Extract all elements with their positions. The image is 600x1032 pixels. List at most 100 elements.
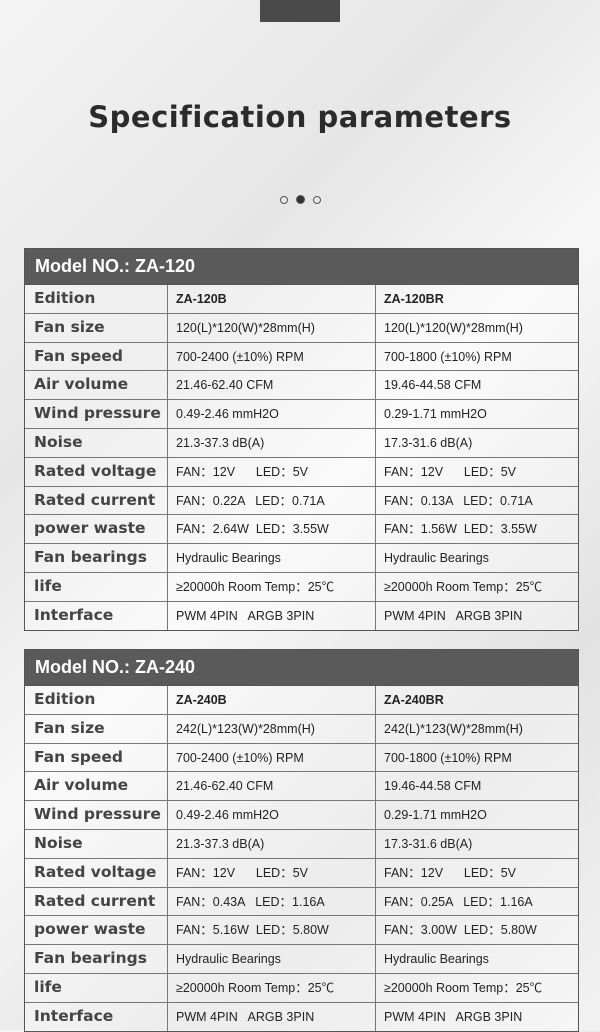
row-label: Air volume bbox=[25, 371, 168, 400]
row-label: Noise bbox=[25, 428, 168, 457]
cell-value: FAN：5.16W LED：5.80W bbox=[168, 916, 376, 945]
row-label: Rated current bbox=[25, 887, 168, 916]
row-label: Fan speed bbox=[25, 743, 168, 772]
table-row: Fan bearings Hydraulic Bearings Hydraulic … bbox=[25, 544, 578, 573]
cell-value: FAN：0.43A LED：1.16A bbox=[168, 887, 376, 916]
cell-value: ≥20000h Room Temp：25℃ bbox=[168, 572, 376, 601]
cell-value: PWM 4PIN ARGB 3PIN bbox=[168, 601, 376, 630]
row-label: Edition bbox=[25, 285, 168, 313]
table-row: Fan size 242(L)*123(W)*28mm(H) 242(L)*123(… bbox=[25, 714, 578, 744]
table-row: Wind pressure 0.49-2.46 mmH2O 0.29-1.71 mm… bbox=[25, 400, 578, 429]
carousel-dot[interactable] bbox=[279, 195, 288, 204]
row-label: Interface bbox=[25, 601, 168, 630]
spec-table-za-240: Model NO.: ZA-240 Edition ZA-240B ZA-240BR… bbox=[24, 649, 579, 1032]
cell-value: 700-1800 (±10%) RPM bbox=[384, 750, 512, 765]
table-row: Fan speed 700-2400 (±10%) RPM 700-1800 (±1… bbox=[25, 743, 578, 773]
row-label: Air volume bbox=[25, 772, 168, 801]
cell-value: 242(L)*123(W)*28mm(H) bbox=[384, 721, 523, 736]
row-label: Wind pressure bbox=[25, 400, 168, 428]
cell-value: PWM 4PIN ARGB 3PIN bbox=[384, 608, 523, 623]
carousel-dot[interactable] bbox=[312, 195, 321, 204]
cell-value: FAN：2.64W LED：3.55W bbox=[168, 515, 376, 544]
cell-value: 21.3-37.3 dB(A) bbox=[168, 829, 376, 858]
row-label: life bbox=[25, 572, 168, 601]
top-bar bbox=[260, 0, 340, 22]
table-row: power waste FAN：5.16W LED：5.80W FAN：3.00W … bbox=[25, 916, 578, 946]
row-label: Noise bbox=[25, 829, 168, 858]
cell-value: 120(L)*120(W)*28mm(H) bbox=[168, 313, 376, 342]
row-label: Fan bearings bbox=[25, 544, 168, 572]
cell-value: 700-1800 (±10%) RPM bbox=[384, 349, 512, 364]
cell-value: 19.46-44.58 CFM bbox=[384, 378, 482, 393]
cell-value: Hydraulic Bearings bbox=[384, 952, 489, 967]
row-label: Interface bbox=[25, 1002, 168, 1031]
cell-value: 0.49-2.46 mmH2O bbox=[168, 801, 376, 829]
row-label: Fan speed bbox=[25, 342, 168, 371]
row-label: Fan bearings bbox=[25, 945, 168, 973]
table-row: Rated voltage FAN：12V LED：5V FAN：12V LED：5… bbox=[25, 858, 578, 888]
table-row: life ≥20000h Room Temp：25℃ ≥20000h Room Te… bbox=[25, 572, 578, 602]
row-label: Rated voltage bbox=[25, 457, 168, 486]
row-label: power waste bbox=[25, 916, 168, 945]
cell-value: FAN：12V LED：5V bbox=[168, 457, 376, 486]
cell-value: FAN：12V LED：5V bbox=[384, 464, 516, 479]
cell-value: Hydraulic Bearings bbox=[168, 544, 376, 572]
table-row: Rated current FAN：0.43A LED：1.16A FAN：0.25… bbox=[25, 887, 578, 917]
page-title: Specification parameters bbox=[88, 100, 512, 134]
cell-value: 242(L)*123(W)*28mm(H) bbox=[168, 714, 376, 743]
row-label: Fan size bbox=[25, 313, 168, 342]
table-row: Edition ZA-120B ZA-120BR bbox=[25, 285, 578, 314]
table-row: Noise 21.3-37.3 dB(A) 17.3-31.6 dB(A) bbox=[25, 428, 578, 458]
cell-value: 0.29-1.71 mmH2O bbox=[384, 407, 487, 422]
cell-value: PWM 4PIN ARGB 3PIN bbox=[384, 1009, 523, 1024]
table-row: Air volume 21.46-62.40 CFM 19.46-44.58 CFM bbox=[25, 772, 578, 802]
cell-value: 17.3-31.6 dB(A) bbox=[384, 435, 473, 450]
carousel-dots bbox=[0, 191, 600, 209]
table-row: Noise 21.3-37.3 dB(A) 17.3-31.6 dB(A) bbox=[25, 829, 578, 859]
cell-value: FAN：0.22A LED：0.71A bbox=[168, 486, 376, 515]
cell-value: Hydraulic Bearings bbox=[168, 945, 376, 973]
cell-value: ZA-120BR bbox=[384, 292, 444, 306]
cell-value: ≥20000h Room Temp：25℃ bbox=[384, 980, 543, 995]
cell-value: Hydraulic Bearings bbox=[384, 551, 489, 566]
table-row: Rated voltage FAN：12V LED：5V FAN：12V LED：5… bbox=[25, 457, 578, 487]
cell-value: FAN：0.25A LED：1.16A bbox=[384, 894, 533, 909]
row-label: Rated current bbox=[25, 486, 168, 515]
cell-value: FAN：1.56W LED：3.55W bbox=[384, 522, 537, 537]
cell-value: 21.3-37.3 dB(A) bbox=[168, 428, 376, 457]
row-label: Rated voltage bbox=[25, 858, 168, 887]
table-row: Edition ZA-240B ZA-240BR bbox=[25, 686, 578, 715]
cell-value: 700-2400 (±10%) RPM bbox=[168, 743, 376, 772]
cell-value: ≥20000h Room Temp：25℃ bbox=[384, 579, 543, 594]
cell-value: FAN：12V LED：5V bbox=[168, 858, 376, 887]
cell-value: 17.3-31.6 dB(A) bbox=[384, 836, 473, 851]
table-header: Model NO.: ZA-120 bbox=[25, 249, 578, 285]
table-row: Rated current FAN：0.22A LED：0.71A FAN：0.13… bbox=[25, 486, 578, 516]
cell-value: FAN：12V LED：5V bbox=[384, 865, 516, 880]
cell-value: ZA-240BR bbox=[384, 693, 444, 707]
cell-value: 700-2400 (±10%) RPM bbox=[168, 342, 376, 371]
table-row: Wind pressure 0.49-2.46 mmH2O 0.29-1.71 mm… bbox=[25, 801, 578, 830]
cell-value: ZA-240B bbox=[168, 686, 376, 714]
cell-value: FAN：0.13A LED：0.71A bbox=[384, 493, 533, 508]
table-row: power waste FAN：2.64W LED：3.55W FAN：1.56W … bbox=[25, 515, 578, 545]
cell-value: 0.49-2.46 mmH2O bbox=[168, 400, 376, 428]
cell-value: PWM 4PIN ARGB 3PIN bbox=[168, 1002, 376, 1031]
carousel-dot-active[interactable] bbox=[295, 195, 305, 205]
cell-value: ZA-120B bbox=[168, 285, 376, 313]
table-header: Model NO.: ZA-240 bbox=[25, 650, 578, 686]
table-row: Interface PWM 4PIN ARGB 3PIN PWM 4PIN ARGB… bbox=[25, 1002, 578, 1031]
spec-table-za-120: Model NO.: ZA-120 Edition ZA-120B ZA-120BR… bbox=[24, 248, 579, 631]
table-row: Interface PWM 4PIN ARGB 3PIN PWM 4PIN ARGB… bbox=[25, 601, 578, 630]
row-label: power waste bbox=[25, 515, 168, 544]
cell-value: 21.46-62.40 CFM bbox=[168, 772, 376, 801]
cell-value: ≥20000h Room Temp：25℃ bbox=[168, 973, 376, 1002]
table-row: life ≥20000h Room Temp：25℃ ≥20000h Room Te… bbox=[25, 973, 578, 1003]
table-row: Air volume 21.46-62.40 CFM 19.46-44.58 CFM bbox=[25, 371, 578, 401]
cell-value: 120(L)*120(W)*28mm(H) bbox=[384, 320, 523, 335]
row-label: life bbox=[25, 973, 168, 1002]
cell-value: 19.46-44.58 CFM bbox=[384, 779, 482, 794]
row-label: Wind pressure bbox=[25, 801, 168, 829]
row-label: Fan size bbox=[25, 714, 168, 743]
cell-value: 0.29-1.71 mmH2O bbox=[384, 808, 487, 823]
